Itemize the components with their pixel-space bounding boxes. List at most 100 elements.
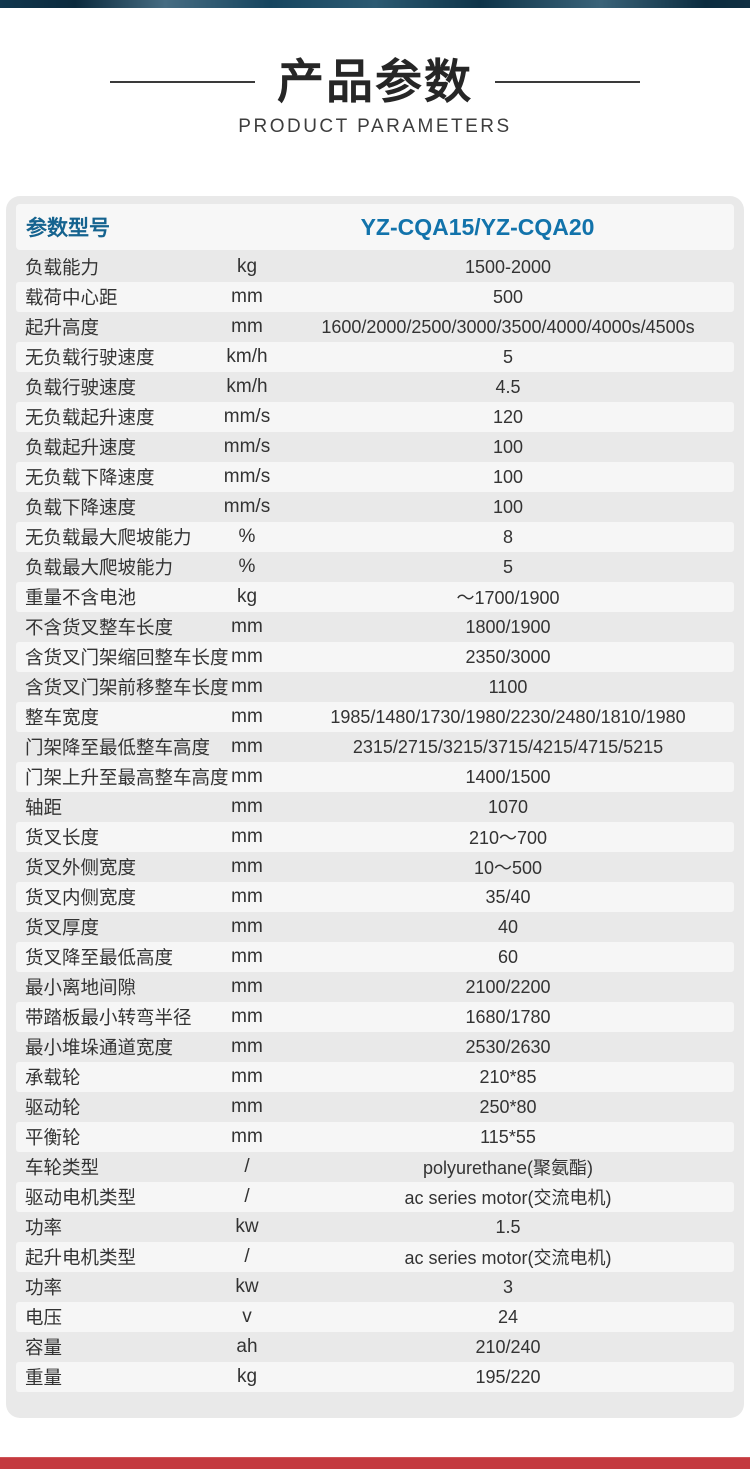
spec-row: 功率 kw 3 bbox=[16, 1272, 734, 1302]
spec-row: 无负载最大爬坡能力 % 8 bbox=[16, 522, 734, 552]
spec-row-value: polyurethane(聚氨酯) bbox=[422, 1158, 594, 1178]
spec-row: 负载下降速度 mm/s 100 bbox=[16, 492, 734, 522]
spec-row-value: 2315/2715/3215/3715/4215/4715/5215 bbox=[352, 736, 664, 757]
spec-row-label: 无负载下降速度 bbox=[25, 467, 155, 488]
spec-row-label: 门架降至最低整车高度 bbox=[25, 737, 211, 758]
spec-row-unit: kg bbox=[236, 256, 258, 277]
spec-row-value: 210/240 bbox=[475, 1336, 541, 1357]
spec-row: 驱动轮 mm 250*80 bbox=[16, 1092, 734, 1122]
spec-row-value: 60 bbox=[497, 946, 519, 967]
spec-row-unit: mm/s bbox=[223, 436, 271, 457]
spec-row-label: 门架上升至最高整车高度 bbox=[25, 767, 229, 788]
spec-row-label: 重量不含电池 bbox=[25, 587, 137, 608]
spec-row-unit: mm bbox=[231, 676, 263, 697]
spec-row: 车轮类型 / polyurethane(聚氨酯) bbox=[16, 1152, 734, 1182]
spec-row-unit: kg bbox=[236, 586, 258, 607]
spec-row: 载荷中心距 mm 500 bbox=[16, 282, 734, 312]
spec-row-value: 1100 bbox=[488, 676, 528, 697]
spec-row-unit: mm bbox=[231, 1126, 263, 1147]
spec-row-value: 24 bbox=[497, 1306, 519, 1327]
spec-row-unit: / bbox=[244, 1186, 250, 1207]
spec-row-label: 无负载起升速度 bbox=[25, 407, 155, 428]
spec-row: 轴距 mm 1070 bbox=[16, 792, 734, 822]
spec-row-label: 承载轮 bbox=[25, 1067, 81, 1088]
spec-table-header: 参数型号 YZ-CQA15/YZ-CQA20 bbox=[16, 204, 734, 250]
spec-row-value: 35/40 bbox=[485, 886, 531, 907]
spec-row-value: 1800/1900 bbox=[465, 616, 551, 637]
spec-row-label: 功率 bbox=[25, 1217, 63, 1238]
top-navy-bar bbox=[0, 0, 750, 8]
spec-row-label: 最小堆垛通道宽度 bbox=[25, 1037, 174, 1058]
spec-row-value: 8 bbox=[502, 526, 513, 547]
spec-row-label: 含货叉门架缩回整车长度 bbox=[25, 647, 229, 668]
spec-row: 负载起升速度 mm/s 100 bbox=[16, 432, 734, 462]
spec-row-unit: mm bbox=[231, 976, 263, 997]
spec-row-value: 5 bbox=[502, 346, 513, 367]
spec-row-value: 1680/1780 bbox=[465, 1006, 551, 1027]
spec-row-value: 4.5 bbox=[495, 376, 521, 397]
spec-row-unit: mm bbox=[231, 856, 263, 877]
spec-row-value: 210*85 bbox=[479, 1066, 537, 1087]
spec-panel: 参数型号 YZ-CQA15/YZ-CQA20 负载能力 kg 1500-2000… bbox=[6, 196, 744, 1418]
spec-row-unit: mm bbox=[231, 646, 263, 667]
spec-row-unit: mm bbox=[231, 286, 263, 307]
spec-row-unit: mm bbox=[231, 1006, 263, 1027]
spec-row-label: 功率 bbox=[25, 1277, 63, 1298]
spec-row-value: ～1700/1900 bbox=[456, 588, 560, 608]
spec-row-unit: mm/s bbox=[223, 466, 271, 487]
spec-row-label: 平衡轮 bbox=[25, 1127, 81, 1148]
spec-row-unit: / bbox=[244, 1156, 250, 1177]
section-title-cn: 产品参数 bbox=[277, 55, 473, 108]
spec-row-label: 负载下降速度 bbox=[25, 497, 137, 518]
spec-row-label: 无负载行驶速度 bbox=[25, 347, 155, 368]
spec-row: 无负载行驶速度 km/h 5 bbox=[16, 342, 734, 372]
spec-row-label: 重量 bbox=[25, 1367, 63, 1388]
title-decor-line-left bbox=[110, 80, 255, 83]
spec-row-label: 含货叉门架前移整车长度 bbox=[25, 677, 229, 698]
spec-row-value: 10～500 bbox=[473, 858, 543, 878]
spec-row-unit: v bbox=[242, 1306, 252, 1327]
spec-row-unit: mm bbox=[231, 886, 263, 907]
spec-row-value: 210～700 bbox=[468, 828, 548, 848]
spec-row: 含货叉门架前移整车长度 mm 1100 bbox=[16, 672, 734, 702]
spec-row-value: ac series motor(交流电机) bbox=[404, 1248, 612, 1268]
param-model-header-label: 参数型号 bbox=[26, 217, 110, 240]
spec-row: 驱动电机类型 / ac series motor(交流电机) bbox=[16, 1182, 734, 1212]
spec-row-unit: mm bbox=[231, 796, 263, 817]
spec-row-label: 轴距 bbox=[25, 797, 63, 818]
spec-row: 不含货叉整车长度 mm 1800/1900 bbox=[16, 612, 734, 642]
spec-row-value: 1500-2000 bbox=[464, 256, 552, 277]
bottom-red-bar bbox=[0, 1457, 750, 1469]
spec-row: 货叉降至最低高度 mm 60 bbox=[16, 942, 734, 972]
spec-row-label: 负载最大爬坡能力 bbox=[25, 557, 174, 578]
spec-row-unit: km/h bbox=[226, 346, 268, 367]
spec-row-value: 40 bbox=[497, 916, 519, 937]
spec-row-unit: mm bbox=[231, 916, 263, 937]
spec-row: 门架上升至最高整车高度 mm 1400/1500 bbox=[16, 762, 734, 792]
spec-row: 最小离地间隙 mm 2100/2200 bbox=[16, 972, 734, 1002]
spec-row: 货叉外侧宽度 mm 10～500 bbox=[16, 852, 734, 882]
spec-row: 容量 ah 210/240 bbox=[16, 1332, 734, 1362]
title-decor-line-right bbox=[495, 80, 640, 83]
spec-row-value: 3 bbox=[502, 1276, 513, 1297]
spec-row-unit: kg bbox=[236, 1366, 258, 1387]
spec-row-unit: mm bbox=[231, 736, 263, 757]
spec-row-unit: mm/s bbox=[223, 496, 271, 517]
section-subtitle-en: PRODUCT PARAMETERS bbox=[238, 115, 512, 137]
spec-row-unit: mm bbox=[231, 826, 263, 847]
spec-row-value: 2530/2630 bbox=[465, 1036, 551, 1057]
spec-row-unit: mm bbox=[231, 766, 263, 787]
spec-row-unit: mm bbox=[231, 1066, 263, 1087]
spec-row-value: 1600/2000/2500/3000/3500/4000/4000s/4500… bbox=[321, 316, 695, 337]
spec-row-label: 货叉长度 bbox=[25, 827, 100, 848]
spec-row-unit: kw bbox=[235, 1276, 259, 1297]
spec-row-value: 2350/3000 bbox=[465, 646, 551, 667]
spec-row-value: 500 bbox=[492, 286, 524, 307]
spec-row: 货叉内侧宽度 mm 35/40 bbox=[16, 882, 734, 912]
spec-row-value: 1400/1500 bbox=[465, 766, 551, 787]
spec-row-unit: / bbox=[244, 1246, 250, 1267]
spec-row-value: ac series motor(交流电机) bbox=[404, 1188, 612, 1208]
spec-row-value: 5 bbox=[502, 556, 513, 577]
spec-row-unit: mm bbox=[231, 1036, 263, 1057]
spec-row-value: 100 bbox=[492, 496, 524, 517]
